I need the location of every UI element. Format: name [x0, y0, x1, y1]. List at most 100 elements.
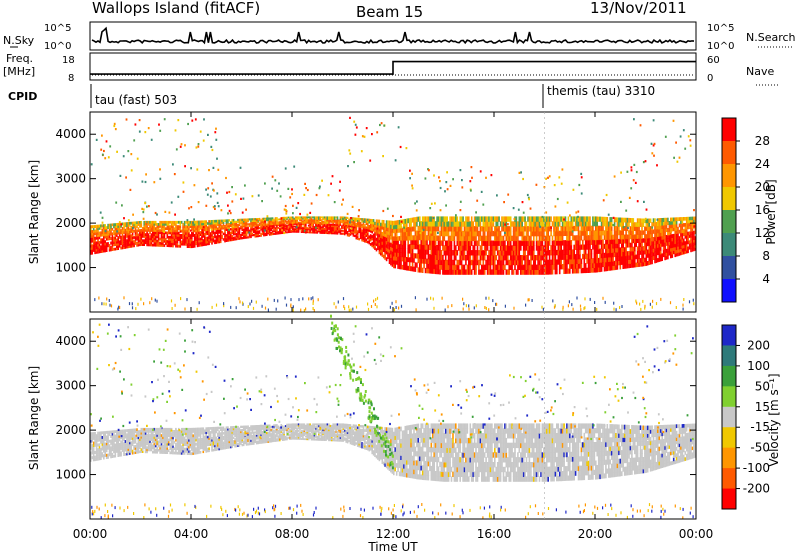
data-cell: [354, 123, 357, 126]
data-cell: [354, 219, 356, 222]
data-cell: [215, 303, 218, 307]
data-cell: [596, 248, 598, 254]
data-cell: [137, 227, 140, 230]
data-cell: [315, 193, 318, 197]
data-cell: [133, 240, 135, 243]
data-cell: [201, 237, 203, 240]
data-cell: [326, 223, 329, 226]
data-cell: [238, 229, 241, 232]
data-cell: [495, 302, 497, 306]
data-cell: [318, 220, 320, 223]
data-cell: [492, 299, 494, 303]
data-cell: [167, 231, 170, 235]
data-cell: [521, 240, 523, 246]
data-cell: [574, 254, 577, 260]
data-cell: [440, 250, 443, 256]
data-cell: [146, 239, 148, 243]
data-cell: [636, 200, 639, 203]
data-cell: [583, 249, 586, 255]
data-cell: [323, 229, 326, 232]
data-cell: [450, 221, 453, 227]
data-cell: [384, 226, 386, 231]
data-cell: [468, 226, 470, 232]
data-cell: [292, 230, 294, 233]
data-cell: [459, 221, 461, 227]
data-cell: [160, 237, 163, 241]
data-cell: [437, 216, 440, 222]
data-cell: [274, 227, 277, 230]
data-cell: [157, 231, 160, 235]
data-cell: [544, 216, 547, 222]
data-cell: [593, 216, 596, 222]
data-cell: [372, 240, 375, 244]
data-cell: [432, 240, 434, 246]
data-cell: [281, 223, 284, 226]
data-cell: [308, 297, 310, 301]
data-cell: [193, 227, 196, 231]
data-cell: [378, 230, 381, 235]
data-cell: [462, 269, 464, 275]
data-cell: [276, 232, 278, 235]
data-cell: [427, 235, 430, 241]
data-cell: [212, 231, 215, 235]
data-cell: [613, 234, 616, 240]
data-cell: [433, 240, 435, 246]
data-cell: [451, 304, 453, 308]
data-cell: [569, 254, 571, 260]
data-cell: [423, 239, 425, 246]
data-cell: [244, 233, 246, 236]
data-cell: [238, 222, 241, 225]
data-cell: [694, 244, 697, 248]
data-cell: [297, 229, 300, 232]
data-cell: [584, 249, 587, 255]
data-cell: [322, 217, 324, 220]
data-cell: [345, 221, 347, 224]
data-cell: [244, 228, 246, 231]
data-cell: [540, 259, 542, 266]
data-cell: [527, 235, 529, 242]
data-cell: [94, 229, 96, 233]
data-cell: [400, 252, 402, 258]
data-cell: [247, 218, 249, 221]
data-cell: [384, 233, 386, 237]
data-cell: [221, 219, 223, 223]
data-cell: [599, 257, 601, 263]
data-cell: [658, 257, 661, 262]
data-cell: [613, 217, 616, 223]
data-cell: [299, 227, 301, 229]
data-cell: [312, 296, 314, 300]
data-cell: [592, 221, 594, 227]
data-cell: [468, 245, 470, 251]
data-cell: [694, 227, 697, 232]
data-cell: [590, 253, 593, 259]
data-cell: [661, 253, 663, 258]
data-cell: [489, 240, 492, 246]
data-cell: [372, 226, 375, 230]
data-cell: [206, 238, 209, 242]
data-cell: [522, 250, 525, 256]
data-cell: [285, 210, 288, 213]
data-cell: [646, 218, 649, 224]
data-cell: [427, 221, 430, 227]
data-cell: [395, 248, 398, 253]
data-cell: [459, 240, 461, 246]
data-cell: [341, 203, 343, 206]
data-cell: [463, 240, 466, 246]
data-cell: [216, 192, 219, 195]
data-cell: [545, 245, 548, 251]
data-cell: [114, 227, 117, 231]
data-cell: [540, 230, 542, 237]
data-cell: [662, 221, 665, 226]
data-cell: [294, 216, 297, 219]
data-cell: [619, 221, 622, 227]
data-cell: [632, 263, 635, 268]
data-cell: [470, 189, 472, 192]
data-cell: [242, 233, 245, 236]
data-cell: [258, 234, 261, 237]
data-cell: [401, 248, 404, 254]
data-cell: [116, 227, 118, 231]
data-cell: [175, 148, 178, 151]
data-cell: [374, 229, 376, 233]
data-cell: [244, 235, 246, 238]
data-cell: [674, 220, 676, 225]
